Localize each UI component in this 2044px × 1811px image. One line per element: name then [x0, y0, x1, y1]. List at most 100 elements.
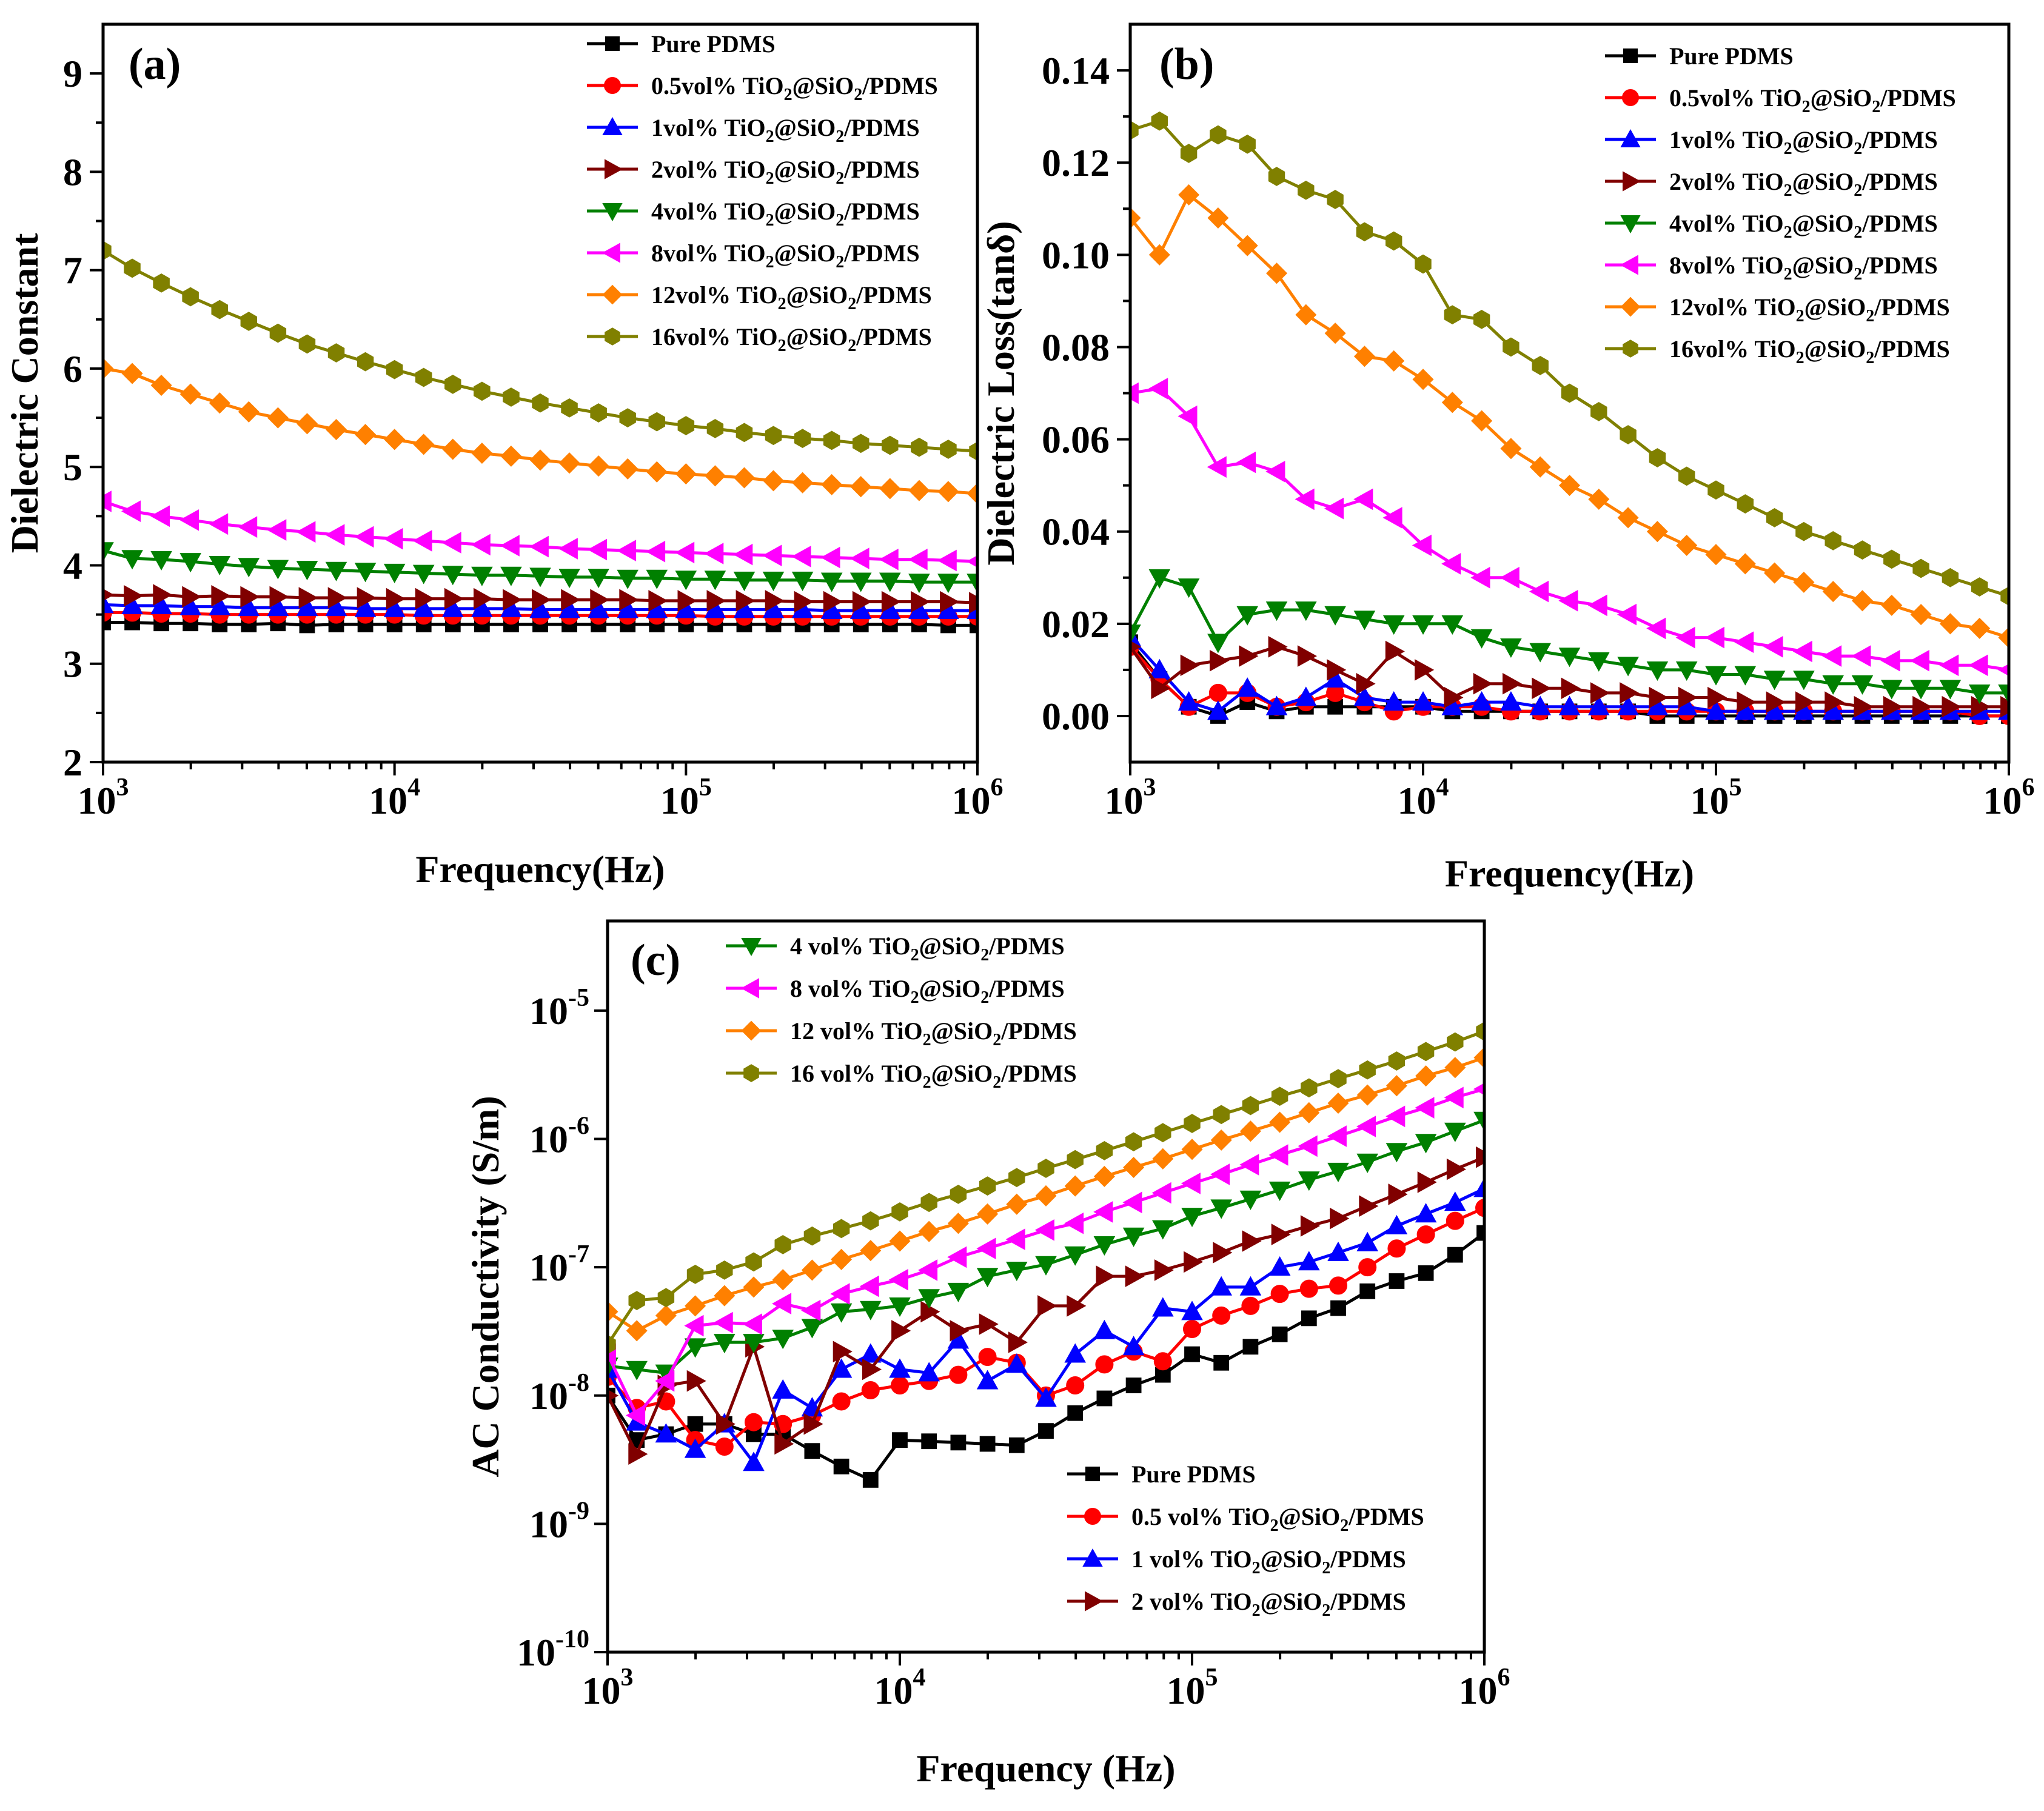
data-point-c-0-25	[1330, 1300, 1346, 1316]
y-tick-label-a-0: 2	[63, 741, 82, 784]
legend-a-marker-2	[602, 117, 623, 135]
data-point-b-6-7	[1324, 323, 1346, 344]
data-point-b-7-21	[1737, 494, 1754, 514]
data-point-c-5-29	[1444, 1086, 1464, 1109]
data-point-c-6-17	[1093, 1165, 1115, 1187]
data-point-b-4-28	[1939, 680, 1962, 700]
data-point-a-3-19	[648, 590, 668, 612]
y-tick-label-b-3: 0.06	[1042, 418, 1110, 461]
data-point-a-4-9	[354, 563, 377, 583]
data-point-c-2-2	[655, 1423, 677, 1443]
y-tick-label-b-5: 0.10	[1042, 233, 1110, 276]
data-point-c-4-29	[1444, 1122, 1466, 1142]
data-point-c-7-9	[862, 1211, 879, 1231]
x-tick-label-a-0: 103	[78, 774, 129, 822]
data-point-b-7-13	[1503, 337, 1520, 357]
legend-a-label-2: 1vol% TiO2@SiO2/PDMS	[651, 114, 920, 146]
data-point-c-7-7	[803, 1226, 821, 1246]
data-point-c-7-22	[1242, 1096, 1259, 1116]
data-point-a-4-8	[325, 561, 347, 581]
data-point-c-2-8	[830, 1358, 853, 1378]
data-point-a-6-22	[733, 467, 756, 489]
data-point-c-6-14	[1006, 1193, 1028, 1215]
data-point-a-5-17	[587, 538, 607, 561]
x-tick-label-b-0: 103	[1105, 774, 1156, 822]
y-tick-label-a-6: 8	[63, 150, 82, 193]
data-point-c-3-3	[686, 1370, 706, 1392]
data-point-a-2-5	[238, 597, 260, 617]
data-point-c-2-6	[772, 1379, 794, 1399]
data-point-a-4-19	[646, 569, 668, 589]
legend-b-label-0: Pure PDMS	[1669, 42, 1794, 70]
data-point-c-3-23	[1271, 1224, 1291, 1245]
data-point-b-6-13	[1500, 438, 1522, 460]
data-point-b-4-29	[1968, 685, 1991, 705]
data-point-b-5-12	[1470, 566, 1490, 589]
data-point-b-7-9	[1386, 231, 1402, 251]
data-point-a-3-1	[124, 585, 144, 607]
data-point-a-7-10	[386, 360, 403, 380]
data-point-c-6-12	[947, 1213, 969, 1234]
data-point-a-5-14	[500, 535, 520, 557]
data-point-b-5-3	[1207, 456, 1227, 478]
data-point-a-5-15	[529, 535, 549, 558]
data-point-a-4-6	[267, 560, 289, 580]
data-point-b-3-7	[1327, 659, 1347, 681]
data-point-c-5-12	[947, 1246, 967, 1268]
data-point-a-2-2	[150, 594, 172, 614]
data-point-c-6-2	[655, 1305, 677, 1327]
data-point-b-5-26	[1880, 649, 1900, 672]
data-point-b-5-6	[1295, 488, 1315, 510]
data-point-c-4-3	[684, 1338, 706, 1358]
data-point-a-3-14	[503, 589, 523, 611]
data-point-a-3-15	[532, 589, 552, 611]
data-point-a-5-19	[646, 540, 666, 563]
data-point-b-3-26	[1883, 695, 1903, 718]
data-point-b-3-4	[1239, 645, 1259, 667]
data-point-c-6-5	[743, 1276, 765, 1298]
data-point-b-6-0	[1130, 207, 1141, 229]
data-point-b-5-10	[1412, 534, 1432, 557]
data-point-b-4-16	[1588, 652, 1610, 672]
data-point-c-6-3	[685, 1295, 706, 1317]
data-point-a-2-6	[267, 597, 289, 617]
data-point-a-2-17	[588, 598, 609, 618]
data-point-c-7-0	[608, 1334, 616, 1354]
data-point-a-3-26	[852, 591, 872, 613]
data-point-a-6-30	[967, 483, 977, 504]
legend-top-c-marker-2	[741, 1020, 762, 1041]
legend-a-label-3: 2vol% TiO2@SiO2/PDMS	[651, 156, 920, 188]
data-point-b-3-12	[1473, 672, 1493, 695]
data-point-c-1-26	[1358, 1258, 1377, 1277]
y-tick-label-a-2: 4	[63, 544, 82, 587]
data-point-c-1-9	[861, 1381, 880, 1400]
data-point-b-4-19	[1675, 661, 1698, 681]
data-point-b-5-29	[1968, 654, 1988, 677]
data-point-c-0-28	[1418, 1265, 1434, 1281]
data-point-a-6-12	[442, 438, 464, 460]
data-point-c-5-4	[713, 1311, 733, 1334]
y-tick-label-b-0: 0.00	[1042, 695, 1110, 738]
data-point-a-5-16	[558, 538, 578, 560]
data-point-a-6-27	[879, 478, 901, 500]
data-point-a-7-18	[619, 408, 636, 427]
y-tick-label-a-5: 7	[63, 249, 82, 292]
data-point-b-5-11	[1441, 553, 1461, 575]
data-point-c-7-3	[686, 1265, 704, 1284]
data-point-a-7-30	[969, 441, 977, 461]
data-point-c-1-29	[1446, 1211, 1464, 1230]
data-point-c-1-28	[1416, 1225, 1435, 1244]
x-tick-label-a-3: 106	[952, 774, 1004, 822]
data-point-c-3-4	[715, 1413, 736, 1435]
data-point-a-3-20	[677, 590, 697, 612]
data-point-c-0-16	[1067, 1405, 1084, 1421]
data-point-a-4-10	[383, 563, 406, 583]
data-point-a-3-16	[561, 589, 581, 611]
legend-bottom-c: Pure PDMS 0.5 vol% TiO2@SiO2/PDMS 1 vol% T…	[1067, 1461, 1424, 1620]
data-point-a-7-3	[182, 287, 199, 307]
data-point-c-2-19	[1152, 1297, 1174, 1317]
data-point-a-7-17	[590, 403, 607, 423]
x-tick-label-b-3: 106	[1983, 774, 2035, 822]
data-point-b-6-3	[1207, 207, 1229, 229]
